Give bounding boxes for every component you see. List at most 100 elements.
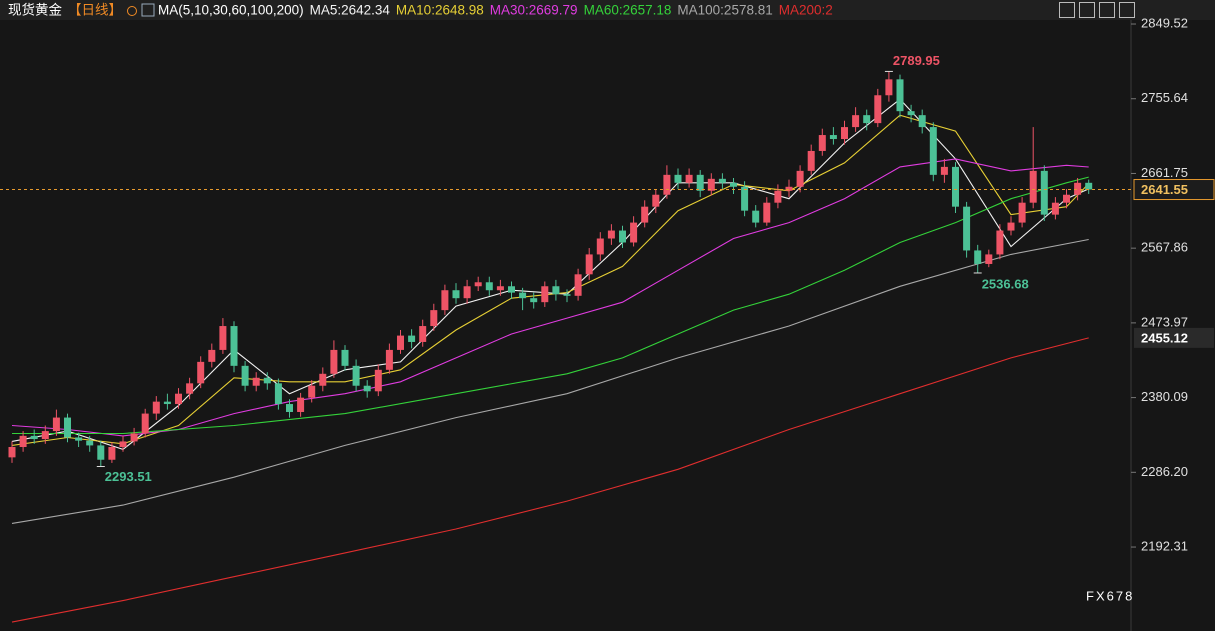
candle-body [619,230,626,243]
toolbar [1059,2,1135,18]
candle-body [1007,222,1015,231]
candle-body [274,383,282,405]
instrument-title: 现货黄金 [8,2,62,18]
candle-body [130,433,138,442]
candle-body [197,361,205,384]
candle-body [8,447,16,458]
candle-body [1051,202,1059,215]
candle-body [807,150,815,171]
candle-body [730,182,737,187]
candle-body [841,127,848,140]
indicator-label: MA(5,10,30,60,100,200) [158,3,304,18]
candle-body [64,417,71,438]
candle-body [963,206,971,251]
candle-body [186,383,194,394]
candle-body [30,435,38,440]
candle-body [519,292,527,299]
candle-body [796,170,804,187]
candle-body [585,254,593,275]
legend-entry: MA10:2648.98 [396,3,484,18]
y-tick-label: 2380.09 [1141,389,1188,404]
ma-line [12,176,1089,435]
candle-body [341,349,349,366]
candle-body [874,95,882,124]
candle-body [352,365,360,386]
candle-body [52,417,60,432]
candle-body [297,397,305,412]
candle-body [674,174,682,183]
candle-body [574,274,582,296]
extreme-label: 2789.95 [893,53,940,68]
candle-body [330,349,338,374]
candle-body [75,437,83,441]
tool-button[interactable] [1099,2,1115,18]
candle-body [19,435,27,448]
tool-button[interactable] [1119,2,1135,18]
candle-body [119,441,127,448]
legend-entry: MA60:2657.18 [584,3,672,18]
y-tick-label: 2192.31 [1141,538,1188,553]
candle-body [141,413,149,434]
indicator-icon [141,3,155,17]
legend-entry: MA200:2 [779,3,833,18]
candle-body [985,254,993,264]
ma-line [11,114,1090,446]
candle-body [419,326,427,342]
candle-body [641,206,649,223]
extreme-label: 2536.68 [982,276,1029,291]
candle-body [630,222,638,243]
candle-body [163,401,171,405]
candle-body [685,174,693,183]
candle-body [485,282,493,291]
candle-body [1063,194,1070,203]
candle-body [552,286,560,295]
tool-button[interactable] [1059,2,1075,18]
legend-entry: MA5:2642.34 [310,3,391,18]
y-tick-label: 2755.64 [1141,90,1188,105]
candle-body [696,174,704,191]
tool-button[interactable] [1079,2,1095,18]
candle-body [974,250,982,264]
candle-body [741,186,749,211]
y-tick-label: 2567.86 [1141,240,1188,255]
candle-body [97,445,105,460]
candle-body [152,401,160,414]
candle-body [1029,170,1037,203]
candle-body [508,286,515,293]
ma-label: 2455.12 [1141,330,1188,345]
candle-body [907,111,915,116]
candle-body [363,385,371,392]
candle-body [252,377,260,386]
candle-body [918,115,926,128]
candle-body [929,127,937,175]
candle-body [652,194,660,207]
candle-body [41,431,49,440]
y-tick-label: 2661.75 [1141,165,1188,180]
candle-body [219,326,227,350]
candle-body [1085,182,1093,190]
candle-body [374,369,382,392]
ma-line [11,158,1089,437]
candle-body [829,135,837,140]
candle-body [230,326,238,366]
ma-line [11,238,1089,524]
candle-body [408,335,416,342]
extreme-label: 2293.51 [105,469,152,484]
period-label: 【日线】 [68,3,122,18]
candle-body [175,393,182,405]
candle-body [474,282,482,287]
candle-body [286,404,293,412]
candle-body [752,210,760,223]
candle-body [707,178,715,191]
candle-body [430,310,438,327]
price-label-box [1133,179,1215,201]
candle-body [1018,202,1026,223]
candle-body [397,335,404,350]
legend-entry: MA100:2578.81 [677,3,772,18]
price-label: 2641.55 [1141,182,1188,197]
header-bar [0,0,1215,20]
candle-body [952,166,959,207]
candle-body [852,115,860,128]
candle-body [818,135,826,151]
